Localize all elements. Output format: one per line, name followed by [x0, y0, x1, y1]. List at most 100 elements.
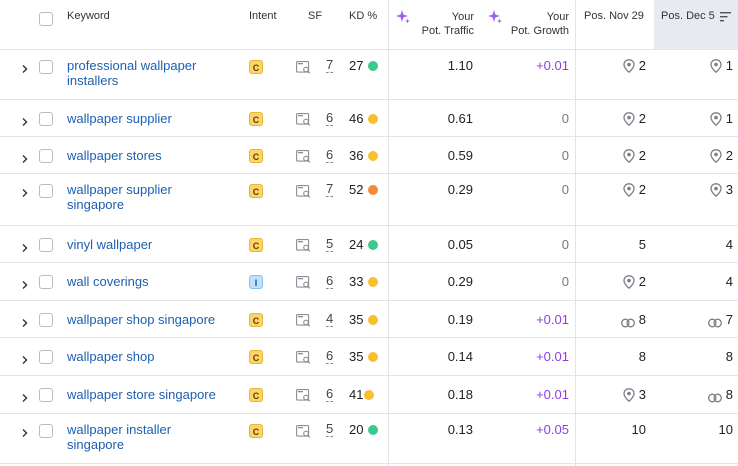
column-header-keyword[interactable]: Keyword: [67, 10, 110, 22]
kd-value: 35: [349, 349, 364, 364]
table-row[interactable]: wallpaper installer singapore C 5 20 0.1…: [0, 414, 738, 464]
serp-features-icon[interactable]: [296, 425, 311, 438]
kd-value: 36: [349, 147, 364, 163]
kd-difficulty-dot: [368, 352, 378, 362]
column-header-sf[interactable]: SF: [308, 10, 323, 22]
serp-features-count[interactable]: 6: [326, 386, 334, 402]
intent-badge[interactable]: C: [249, 312, 263, 327]
keyword-link[interactable]: wallpaper installer singapore: [67, 422, 242, 452]
intent-badge[interactable]: C: [249, 350, 263, 364]
column-header-pot-traffic[interactable]: Your Pot. Traffic: [400, 10, 474, 59]
serp-features-icon[interactable]: [296, 351, 311, 364]
pot-growth-value: 0: [561, 274, 569, 289]
table-row[interactable]: wallpaper shop singapore C 4 35 0.19 +0.…: [0, 301, 738, 338]
table-row[interactable]: vinyl wallpaper C 5 24 0.05 0 5 4: [0, 226, 738, 263]
keyword-link[interactable]: wallpaper shop singapore: [67, 312, 242, 327]
column-header-pot-growth[interactable]: Your Pot. Growth: [490, 10, 569, 59]
serp-features-icon[interactable]: [296, 112, 311, 126]
serp-features-count[interactable]: 4: [326, 310, 334, 327]
serp-features-icon[interactable]: [296, 276, 311, 289]
kd-value: 41: [349, 387, 364, 402]
expand-chevron-icon[interactable]: [20, 390, 30, 402]
column-header-intent[interactable]: Intent: [249, 10, 277, 22]
sort-descending-icon[interactable]: [720, 12, 731, 22]
column-header-pos-dec[interactable]: Pos. Dec 5: [661, 10, 715, 22]
row-checkbox[interactable]: [39, 275, 53, 289]
serp-features-count[interactable]: 5: [326, 421, 334, 437]
serp-features-count[interactable]: 6: [326, 146, 334, 163]
keyword-link[interactable]: professional wallpaper installers: [67, 58, 242, 88]
keyword-link[interactable]: vinyl wallpaper: [67, 237, 242, 252]
table-row[interactable]: wall coverings I 6 33 0.29 0 2 4: [0, 263, 738, 301]
serp-features-count[interactable]: 6: [326, 348, 334, 364]
row-checkbox[interactable]: [39, 424, 53, 438]
intent-badge[interactable]: C: [249, 111, 263, 126]
expand-chevron-icon[interactable]: [20, 315, 30, 327]
serp-features-icon[interactable]: [296, 313, 311, 327]
table-row[interactable]: wallpaper stores C 6 36 0.59 0 2 2: [0, 137, 738, 174]
keyword-link[interactable]: wallpaper stores: [67, 148, 242, 163]
position-dec-value: 4: [725, 274, 733, 289]
kd-difficulty-dot: [364, 390, 374, 400]
kd-difficulty-dot: [368, 425, 378, 435]
expand-chevron-icon[interactable]: [20, 114, 30, 126]
row-checkbox[interactable]: [39, 388, 53, 402]
expand-chevron-icon[interactable]: [20, 61, 30, 73]
serp-features-count[interactable]: 5: [326, 235, 334, 252]
select-all-checkbox[interactable]: [39, 12, 53, 26]
pot-traffic-value: 0.13: [447, 422, 473, 437]
serp-features-icon[interactable]: [296, 61, 311, 74]
expand-chevron-icon[interactable]: [20, 240, 30, 252]
intent-badge[interactable]: C: [249, 148, 263, 163]
table-row[interactable]: wallpaper supplier singapore C 7 52 0.29…: [0, 174, 738, 226]
keyword-link[interactable]: wallpaper store singapore: [67, 387, 242, 402]
expand-chevron-icon[interactable]: [20, 151, 30, 163]
table-row[interactable]: wallpaper supplier C 6 46 0.61 0 2 1: [0, 100, 738, 137]
serp-features-icon[interactable]: [296, 238, 311, 252]
pot-traffic-value: 0.29: [447, 274, 473, 289]
expand-chevron-icon[interactable]: [20, 185, 30, 197]
row-checkbox[interactable]: [39, 60, 53, 74]
serp-features-icon[interactable]: [296, 389, 311, 402]
column-header-pos-nov[interactable]: Pos. Nov 29: [584, 10, 644, 22]
row-checkbox[interactable]: [39, 148, 53, 163]
pot-growth-value: +0.01: [536, 58, 569, 73]
intent-badge[interactable]: C: [249, 60, 263, 74]
expand-chevron-icon[interactable]: [20, 425, 30, 437]
expand-chevron-icon[interactable]: [20, 352, 30, 364]
column-header-kd[interactable]: KD %: [349, 10, 378, 22]
serp-features-count[interactable]: 7: [326, 57, 334, 73]
keyword-link[interactable]: wallpaper supplier singapore: [67, 182, 242, 212]
pot-traffic-header-line2: Pot. Traffic: [421, 25, 474, 37]
keyword-link[interactable]: wallpaper shop: [67, 349, 242, 364]
intent-badge[interactable]: C: [249, 237, 263, 252]
row-checkbox[interactable]: [39, 237, 53, 252]
row-checkbox[interactable]: [39, 350, 53, 364]
row-checkbox[interactable]: [39, 111, 53, 126]
table-row[interactable]: wallpaper shop C 6 35 0.14 +0.01 8 8: [0, 338, 738, 376]
expand-chevron-icon[interactable]: [20, 277, 30, 289]
keyword-link[interactable]: wallpaper supplier: [67, 111, 242, 126]
serp-features-count[interactable]: 6: [326, 273, 334, 289]
row-checkbox[interactable]: [39, 312, 53, 327]
serp-features-count[interactable]: 7: [326, 181, 334, 197]
table-header: Keyword Intent SF KD % Your Pot. Traffic…: [0, 0, 738, 50]
table-row[interactable]: wallpaper store singapore C 6 41 0.18 +0…: [0, 376, 738, 414]
intent-badge[interactable]: C: [249, 184, 263, 198]
sorted-column-highlight: [654, 0, 738, 49]
serp-feature-link-icon: [620, 315, 635, 327]
table-row[interactable]: professional wallpaper installers C 7 27…: [0, 50, 738, 100]
kd-value: 33: [349, 274, 364, 289]
pot-traffic-value: 0.59: [447, 147, 473, 163]
kd-difficulty-dot: [368, 150, 378, 161]
row-checkbox[interactable]: [39, 184, 53, 198]
serp-features-count[interactable]: 6: [326, 109, 334, 126]
intent-badge[interactable]: C: [249, 424, 263, 438]
serp-feature-pin-icon: [623, 275, 635, 290]
intent-badge[interactable]: I: [249, 275, 263, 289]
serp-features-icon[interactable]: [296, 149, 311, 163]
keyword-link[interactable]: wall coverings: [67, 274, 242, 289]
serp-features-icon[interactable]: [296, 185, 311, 198]
intent-badge[interactable]: C: [249, 388, 263, 402]
position-nov-value: 8: [638, 349, 646, 364]
